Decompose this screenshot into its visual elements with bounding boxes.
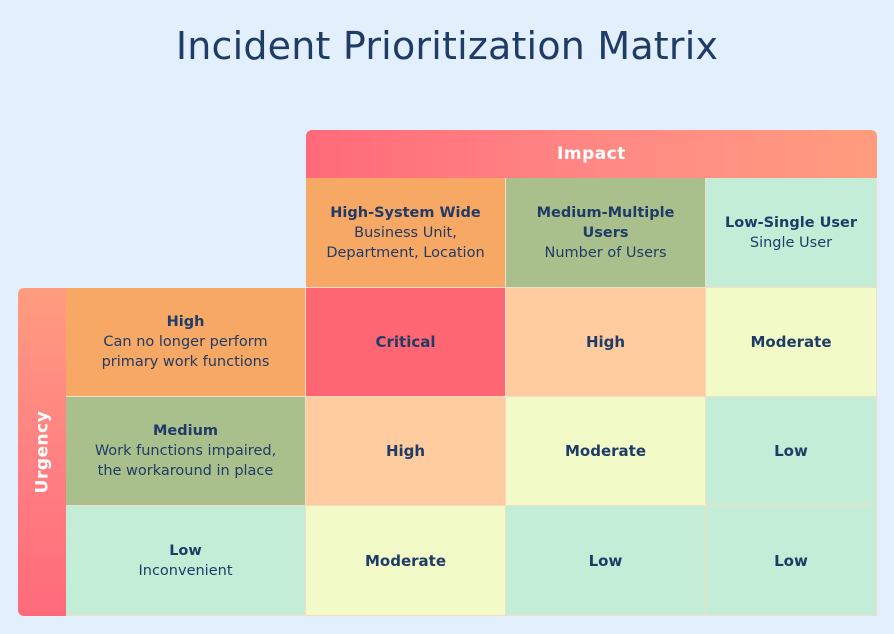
impact-header-desc: Business Unit, (354, 224, 457, 241)
priority-label: Moderate (564, 442, 646, 460)
priority-label: Moderate (364, 551, 446, 570)
matrix-cell-low: Low (506, 506, 706, 616)
impact-header-desc: Single User (749, 234, 833, 251)
priority-label: Low (774, 442, 808, 460)
urgency-axis-banner: Urgency (18, 288, 66, 616)
priority-label: High (385, 442, 426, 460)
matrix-cell-high: High (306, 397, 506, 506)
page-title: Incident Prioritization Matrix (175, 24, 719, 68)
matrix-cell-moderate: Moderate (706, 288, 877, 397)
urgency-header-title: High (166, 314, 205, 330)
impact-axis-label: Impact (557, 144, 626, 164)
urgency-header-desc: Can no longer perform (103, 334, 268, 350)
matrix-cell-critical: Critical (306, 288, 506, 397)
urgency-header-low: Low Inconvenient (66, 506, 306, 616)
matrix-cell-low: Low (706, 397, 877, 506)
impact-header-desc: Department, Location (326, 244, 485, 261)
urgency-header-title: Low (169, 542, 202, 559)
impact-header-medium: Medium-Multiple Users Number of Users (506, 178, 706, 288)
priority-label: High (585, 333, 626, 351)
impact-header-high: High-System Wide Business Unit, Departme… (306, 178, 506, 288)
urgency-header-medium: Medium Work functions impaired, the work… (66, 397, 306, 506)
impact-header-desc: Number of Users (544, 244, 667, 261)
priority-label: Critical (375, 333, 436, 351)
urgency-header-title: Medium (152, 423, 219, 439)
matrix-cell-moderate: Moderate (506, 397, 706, 506)
matrix-cell-low: Low (706, 506, 877, 616)
priority-label: Moderate (750, 333, 832, 351)
impact-header-low: Low-Single User Single User (706, 178, 877, 288)
impact-header-title: High-System Wide (330, 204, 481, 221)
priority-label: Low (774, 551, 808, 570)
impact-header-title: Low-Single User (725, 214, 857, 231)
impact-header-title: Users (582, 224, 629, 241)
impact-header-title: Medium-Multiple (536, 204, 675, 221)
urgency-axis-label: Urgency (32, 410, 52, 494)
urgency-header-desc: Inconvenient (138, 562, 233, 579)
urgency-header-desc: the workaround in place (97, 463, 274, 479)
priority-label: Low (588, 551, 623, 570)
impact-axis-banner: Impact (306, 130, 877, 178)
urgency-header-desc: Work functions impaired, (94, 443, 277, 459)
matrix-cell-moderate: Moderate (306, 506, 506, 616)
urgency-header-desc: primary work functions (101, 354, 270, 370)
urgency-header-high: High Can no longer perform primary work … (66, 288, 306, 397)
matrix-cell-high: High (506, 288, 706, 397)
